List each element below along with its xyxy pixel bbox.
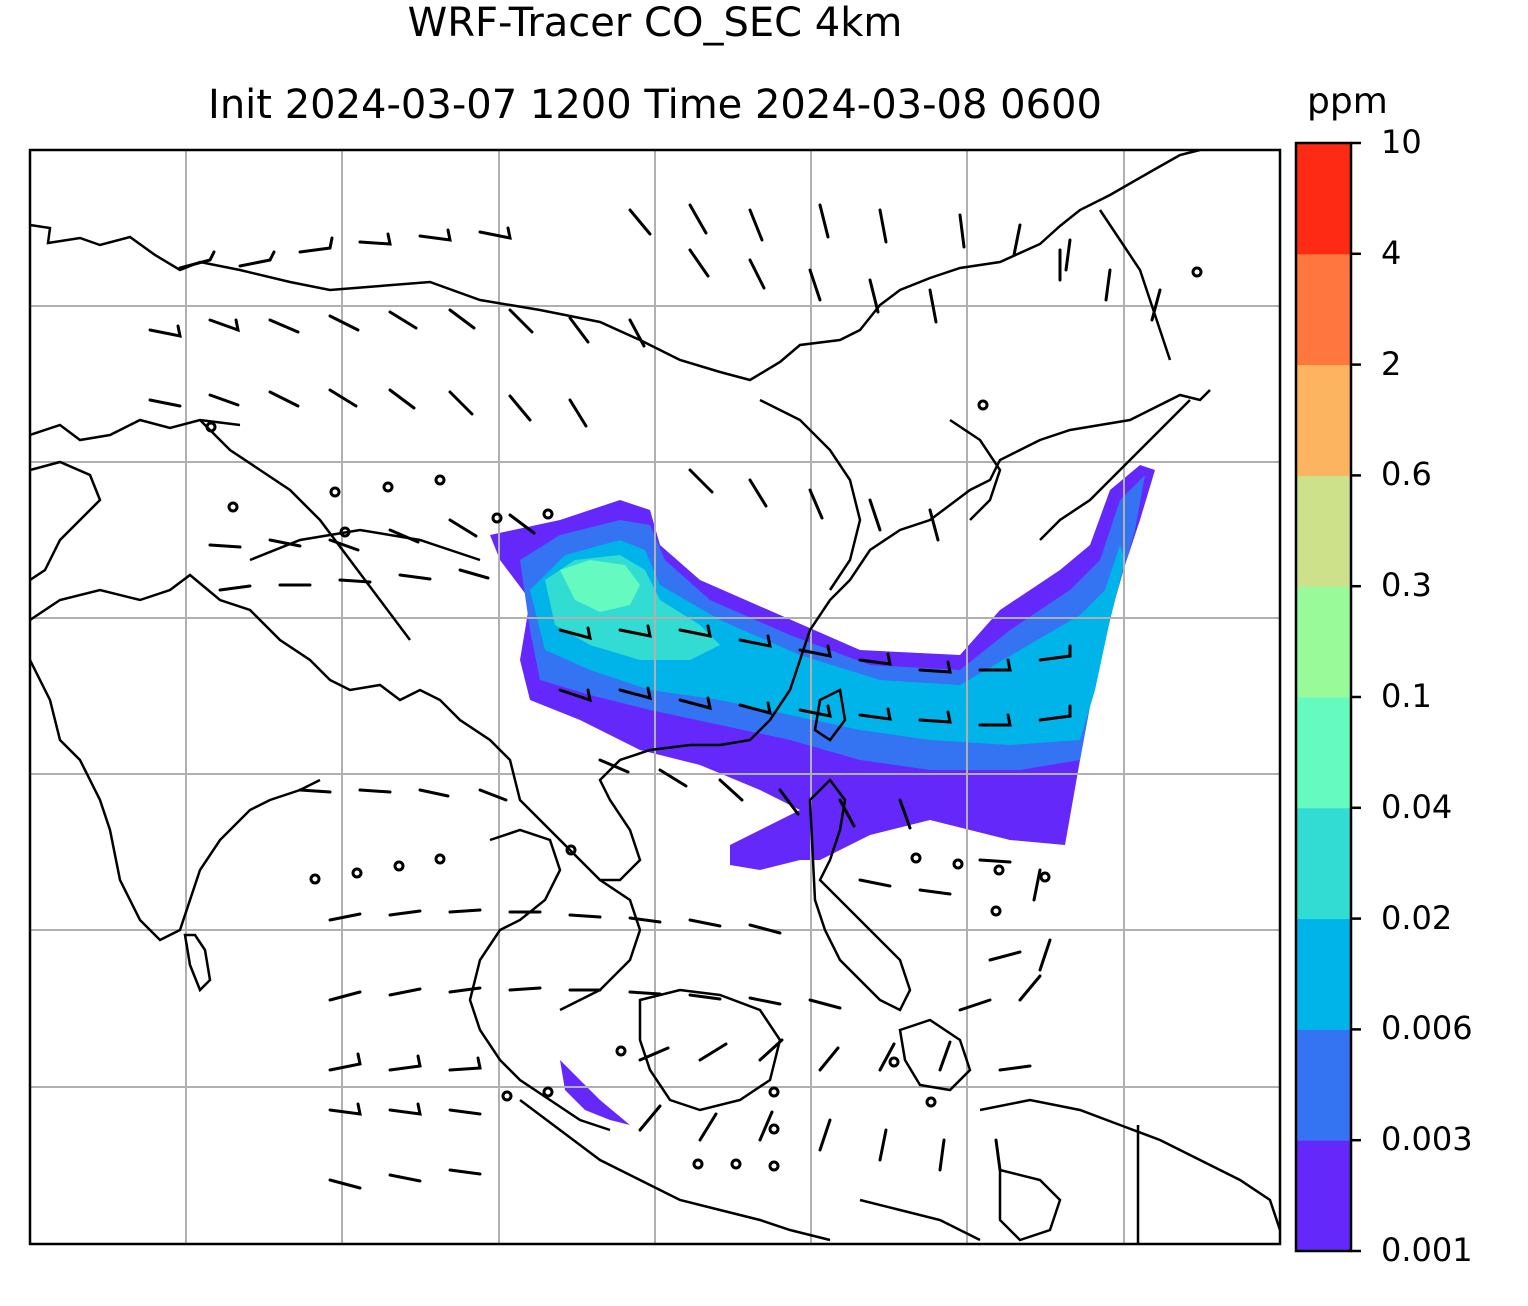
colorbar-tick-label: 0.02 (1381, 898, 1453, 937)
colorbar-segment (1296, 1029, 1351, 1141)
plume-0006 (530, 540, 1125, 745)
colorbar-unit-label: ppm (1307, 81, 1388, 122)
colorbar-segment (1296, 253, 1351, 366)
plume-south-strip (560, 1060, 630, 1125)
colorbar-segment (1296, 1140, 1351, 1252)
colorbar-tick-label: 0.3 (1381, 566, 1432, 605)
plume-004 (560, 560, 640, 612)
colorbar-tick-label: 2 (1381, 344, 1402, 383)
coastlines (30, 150, 1280, 1244)
colorbar-segment (1296, 143, 1351, 255)
colorbar (1294, 141, 1361, 1253)
colorbar-segment (1296, 586, 1351, 698)
colorbar-tick-label: 10 (1381, 123, 1422, 161)
colorbar-tick-label: 0.003 (1381, 1120, 1473, 1159)
colorbar-segment (1296, 364, 1351, 476)
map-title-line-1: WRF-Tracer CO_SEC 4km (407, 0, 903, 46)
colorbar-tick-label: 0.001 (1381, 1231, 1473, 1269)
colorbar-tick-label: 0.6 (1381, 455, 1432, 494)
map-frame (28, 148, 1282, 1246)
colorbar-segment (1296, 475, 1351, 587)
calm-wind-markers (205, 266, 1203, 1172)
gridlines (30, 150, 1280, 1244)
colorbar-segment (1296, 807, 1351, 920)
colorbar-segment (1296, 918, 1351, 1030)
colorbar-tick-label: 0.04 (1381, 787, 1453, 826)
colorbar-tick-label: 0.006 (1381, 1009, 1473, 1048)
colorbar-tick-label: 0.1 (1381, 677, 1432, 715)
wind-barbs (148, 203, 1162, 1190)
tracer-plume (490, 465, 1155, 1125)
map-title-line-2: Init 2024-03-07 1200 Time 2024-03-08 060… (208, 82, 1102, 128)
colorbar-tick-label: 4 (1381, 233, 1402, 272)
colorbar-segment (1296, 697, 1351, 809)
